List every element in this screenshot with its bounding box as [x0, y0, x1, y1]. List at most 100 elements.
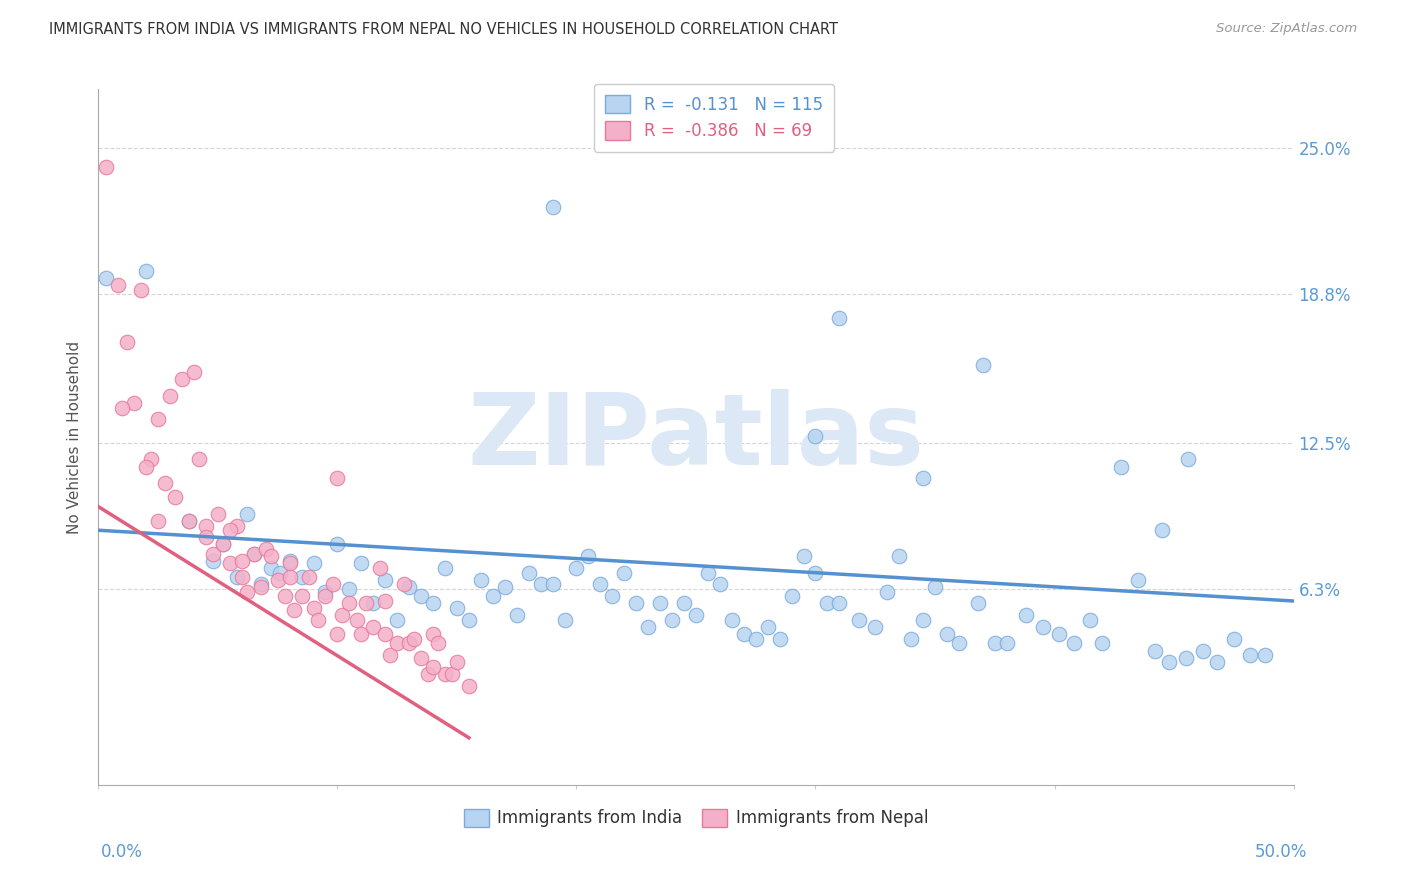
Point — [302, 601, 325, 615]
Text: 50.0%: 50.0% — [1256, 843, 1308, 861]
Point — [274, 589, 297, 603]
Point — [374, 573, 396, 587]
Point — [163, 490, 186, 504]
Point — [402, 632, 425, 646]
Point — [900, 632, 922, 646]
Point — [1152, 523, 1174, 537]
Point — [578, 549, 600, 564]
Point — [426, 636, 449, 650]
Point — [350, 627, 373, 641]
Point — [250, 577, 273, 591]
Point — [697, 566, 720, 580]
Point — [124, 396, 146, 410]
Point — [339, 596, 361, 610]
Y-axis label: No Vehicles in Household: No Vehicles in Household — [67, 341, 83, 533]
Point — [155, 476, 177, 491]
Point — [554, 613, 576, 627]
Point — [283, 603, 305, 617]
Point — [1223, 632, 1246, 646]
Point — [187, 452, 209, 467]
Point — [278, 556, 301, 570]
Point — [315, 589, 337, 603]
Point — [374, 627, 396, 641]
Point — [458, 613, 481, 627]
Point — [1063, 636, 1085, 650]
Point — [1143, 643, 1166, 657]
Point — [815, 596, 838, 610]
Point — [346, 613, 368, 627]
Point — [685, 608, 707, 623]
Point — [446, 656, 468, 670]
Point — [94, 160, 117, 174]
Point — [250, 580, 273, 594]
Point — [243, 547, 266, 561]
Point — [1254, 648, 1277, 663]
Point — [259, 549, 281, 564]
Point — [226, 518, 249, 533]
Point — [1032, 620, 1054, 634]
Point — [709, 577, 731, 591]
Point — [231, 570, 253, 584]
Point — [422, 596, 444, 610]
Point — [1111, 459, 1133, 474]
Point — [219, 523, 242, 537]
Point — [339, 582, 361, 597]
Point — [1239, 648, 1261, 663]
Point — [418, 667, 440, 681]
Point — [315, 584, 337, 599]
Point — [326, 537, 349, 551]
Point — [441, 667, 464, 681]
Point — [307, 613, 329, 627]
Point — [967, 596, 990, 610]
Point — [207, 507, 229, 521]
Point — [254, 542, 277, 557]
Point — [541, 577, 564, 591]
Point — [1128, 573, 1150, 587]
Point — [936, 627, 959, 641]
Point — [1206, 656, 1229, 670]
Point — [226, 570, 249, 584]
Point — [745, 632, 768, 646]
Point — [446, 601, 468, 615]
Point — [1159, 656, 1181, 670]
Point — [613, 566, 636, 580]
Point — [148, 412, 170, 426]
Point — [195, 530, 218, 544]
Point — [291, 589, 314, 603]
Point — [804, 429, 827, 443]
Point — [278, 570, 301, 584]
Point — [434, 561, 457, 575]
Point — [243, 547, 266, 561]
Point — [756, 620, 779, 634]
Point — [481, 589, 505, 603]
Point — [848, 613, 870, 627]
Point — [267, 573, 290, 587]
Point — [804, 566, 827, 580]
Point — [172, 372, 194, 386]
Point — [589, 577, 612, 591]
Point — [565, 561, 588, 575]
Point — [107, 277, 129, 292]
Point — [780, 589, 803, 603]
Point — [370, 561, 392, 575]
Point — [219, 556, 242, 570]
Point — [411, 650, 433, 665]
Point — [385, 613, 409, 627]
Text: ZIPatlas: ZIPatlas — [468, 389, 924, 485]
Point — [1175, 650, 1198, 665]
Point — [876, 584, 898, 599]
Point — [211, 537, 233, 551]
Point — [326, 627, 349, 641]
Point — [434, 667, 457, 681]
Point — [458, 679, 481, 693]
Point — [626, 596, 648, 610]
Point — [972, 358, 994, 372]
Point — [911, 471, 934, 485]
Point — [363, 596, 385, 610]
Point — [235, 507, 257, 521]
Point — [1080, 613, 1102, 627]
Point — [602, 589, 624, 603]
Point — [378, 648, 401, 663]
Point — [159, 389, 181, 403]
Point — [350, 556, 373, 570]
